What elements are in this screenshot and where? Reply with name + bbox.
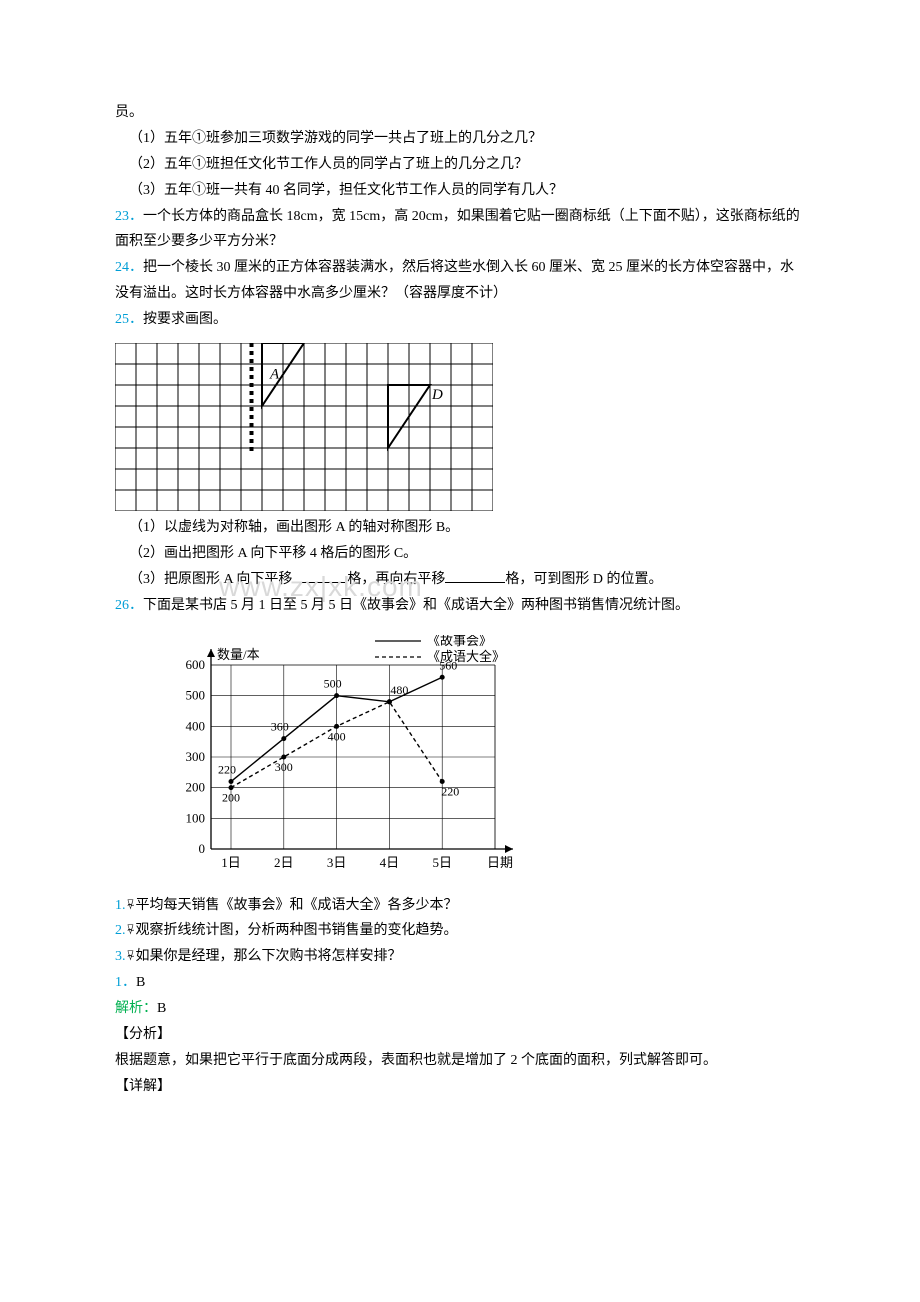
q25: 25．按要求画图。 [115,307,805,333]
svg-text:400: 400 [328,729,346,743]
box-icon: ⍫ [126,893,136,919]
q26-text: 下面是某书店 5 月 1 日至 5 月 5 日《故事会》和《成语大全》两种图书销… [143,598,689,613]
analysis-line: 解析：B [115,996,805,1022]
svg-text:《故事会》: 《故事会》 [427,635,492,648]
sub1-text: 平均每天销售《故事会》和《成语大全》各多少本？ [136,898,458,913]
sub-q1: 1.⍫平均每天销售《故事会》和《成语大全》各多少本？ [115,893,805,919]
q26-number: 26． [115,598,143,613]
ans1-letter: B [136,975,145,990]
q22-part2: （2）五年①班担任文化节工作人员的同学占了班上的几分之几？ [115,152,805,178]
q25-part3: （3）把原图形 A 向下平移格，再向右平移格，可到图形 D 的位置。 www.z… [115,567,805,593]
svg-text:300: 300 [186,749,206,764]
svg-text:220: 220 [441,784,459,798]
sub-q2: 2.⍫观察折线统计图，分析两种图书销售量的变化趋势。 [115,918,805,944]
q24-number: 24． [115,260,143,275]
svg-text:600: 600 [186,657,206,672]
q25-text: 按要求画图。 [143,312,227,327]
svg-text:A: A [269,367,280,383]
box-icon: ⍫ [126,918,136,944]
svg-text:0: 0 [199,841,206,856]
ans1-num: 1． [115,975,136,990]
svg-text:500: 500 [186,687,206,702]
line-chart: 0 100 200 300 400 500 600 数量/本日期 1日 2日 3日 4日 5日 《故事会》… [155,635,805,885]
q24-text: 把一个棱长 30 厘米的正方体容器装满水，然后将这些水倒入长 60 厘米、宽 2… [115,260,794,301]
answer-1: 1．B [115,970,805,996]
svg-text:日期: 日期 [487,855,513,870]
box-icon: ⍫ [126,944,136,970]
sub3-text: 如果你是经理，那么下次购书将怎样安排？ [136,949,402,964]
q23-number: 23． [115,209,143,224]
intro-tail: 员。 [115,100,805,126]
sub1-num: 1. [115,898,126,913]
analysis-body: 根据题意，如果把它平行于底面分成两段，表面积也就是增加了 2 个底面的面积，列式… [115,1048,805,1074]
section-detail: 【详解】 [115,1074,805,1100]
svg-text:2日: 2日 [274,855,294,870]
q25-part1: （1）以虚线为对称轴，画出图形 A 的轴对称图形 B。 [115,515,805,541]
analysis-label: 解析： [115,1001,157,1016]
svg-text:500: 500 [324,676,342,690]
sub2-text: 观察折线统计图，分析两种图书销售量的变化趋势。 [136,923,458,938]
svg-text:200: 200 [186,779,206,794]
section-analysis: 【分析】 [115,1022,805,1048]
q25-3b: 格，再向右平移 [347,572,445,587]
svg-text:480: 480 [390,682,408,696]
svg-text:4日: 4日 [380,855,400,870]
svg-text:220: 220 [218,762,236,776]
blank-1 [292,569,347,583]
svg-text:560: 560 [439,658,457,672]
q22-part3: （3）五年①班一共有 40 名同学，担任文化节工作人员的同学有几人？ [115,178,805,204]
q26: 26．下面是某书店 5 月 1 日至 5 月 5 日《故事会》和《成语大全》两种… [115,593,805,619]
analysis-letter: B [157,1001,166,1016]
svg-text:5日: 5日 [432,855,452,870]
svg-text:100: 100 [186,810,206,825]
svg-text:D: D [431,387,443,403]
svg-text:360: 360 [271,719,289,733]
q23: 23．一个长方体的商品盒长 18cm，宽 15cm，高 20cm，如果围着它贴一… [115,204,805,256]
q25-number: 25． [115,312,143,327]
svg-text:400: 400 [186,718,206,733]
svg-text:数量/本: 数量/本 [217,647,260,662]
sub-q3: 3.⍫如果你是经理，那么下次购书将怎样安排？ [115,944,805,970]
svg-text:1日: 1日 [221,855,241,870]
q25-3c: 格，可到图形 D 的位置。 [505,572,662,587]
svg-text:200: 200 [222,790,240,804]
sub3-num: 3. [115,949,126,964]
q23-text: 一个长方体的商品盒长 18cm，宽 15cm，高 20cm，如果围着它贴一圈商标… [115,209,800,250]
grid-figure: AD [115,343,493,511]
q24: 24．把一个棱长 30 厘米的正方体容器装满水，然后将这些水倒入长 60 厘米、… [115,255,805,307]
q25-part2: （2）画出把图形 A 向下平移 4 格后的图形 C。 [115,541,805,567]
q25-3a: （3）把原图形 A 向下平移 [129,572,292,587]
q22-part1: （1）五年①班参加三项数学游戏的同学一共占了班上的几分之几？ [115,126,805,152]
svg-text:3日: 3日 [327,855,347,870]
sub2-num: 2. [115,923,126,938]
blank-2 [445,569,505,583]
svg-text:300: 300 [275,760,293,774]
